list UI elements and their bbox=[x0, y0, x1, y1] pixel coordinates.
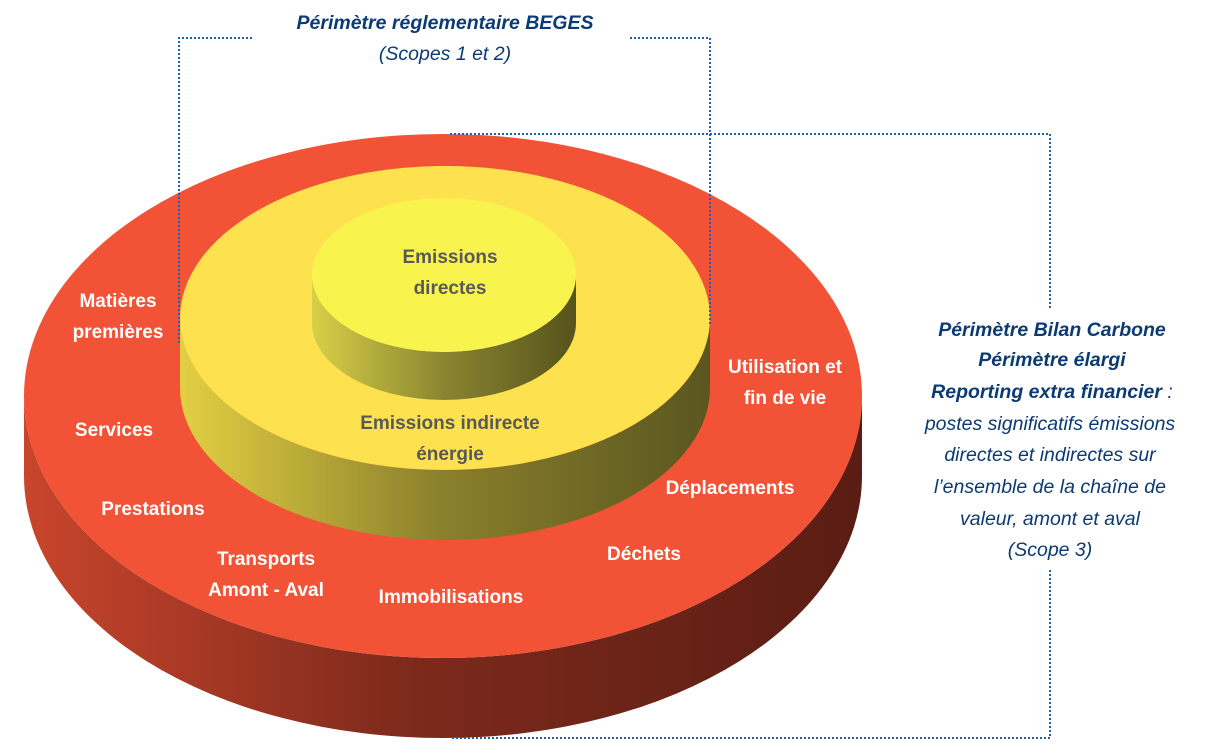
label-matieres: Matières bbox=[79, 291, 156, 312]
beges-subtitle: (Scopes 1 et 2) bbox=[379, 43, 511, 65]
middle-label: énergie bbox=[416, 444, 484, 465]
scope3-body-line: valeur, amont et aval bbox=[960, 508, 1141, 530]
middle-ring-side bbox=[180, 318, 710, 540]
label-immobilisations: Immobilisations bbox=[379, 587, 524, 608]
label-utilisation: Utilisation et bbox=[728, 357, 843, 378]
label-services: Services bbox=[75, 420, 153, 441]
reporting-label: Reporting extra financier bbox=[931, 381, 1163, 403]
middle-label: Emissions indirecte bbox=[360, 413, 540, 434]
outer-ring-side bbox=[24, 396, 862, 738]
scope3-body-line: directes et indirectes sur bbox=[944, 444, 1157, 466]
inner-disk-side bbox=[312, 275, 576, 400]
label-transports: Transports bbox=[217, 549, 315, 570]
scope3-body-line: (Scope 3) bbox=[1008, 539, 1093, 561]
label-transports: Amont - Aval bbox=[208, 580, 324, 601]
inner-label: Emissions bbox=[402, 247, 497, 268]
label-prestations: Prestations bbox=[101, 499, 204, 520]
perimetre-elargi: Périmètre élargi bbox=[978, 349, 1126, 371]
inner-label: directes bbox=[414, 278, 487, 299]
label-dechets: Déchets bbox=[607, 544, 681, 565]
scope3-body-line: l’ensemble de la chaîne de bbox=[934, 476, 1166, 498]
beges-title: Périmètre réglementaire BEGES bbox=[297, 12, 594, 34]
scope3-body-line: postes significatifs émissions bbox=[924, 413, 1176, 435]
label-utilisation: fin de vie bbox=[744, 388, 826, 409]
label-matieres: premières bbox=[73, 322, 164, 343]
bilan-carbone-bracket bbox=[450, 133, 1051, 739]
reporting-colon: : bbox=[1162, 381, 1173, 403]
label-deplacements: Déplacements bbox=[666, 478, 795, 499]
inner-disk-top bbox=[312, 198, 576, 352]
bilan-carbone-title: Périmètre Bilan Carbone bbox=[938, 319, 1166, 341]
reporting-line: Reporting extra financier : bbox=[931, 381, 1173, 403]
beges-bracket bbox=[178, 37, 711, 345]
